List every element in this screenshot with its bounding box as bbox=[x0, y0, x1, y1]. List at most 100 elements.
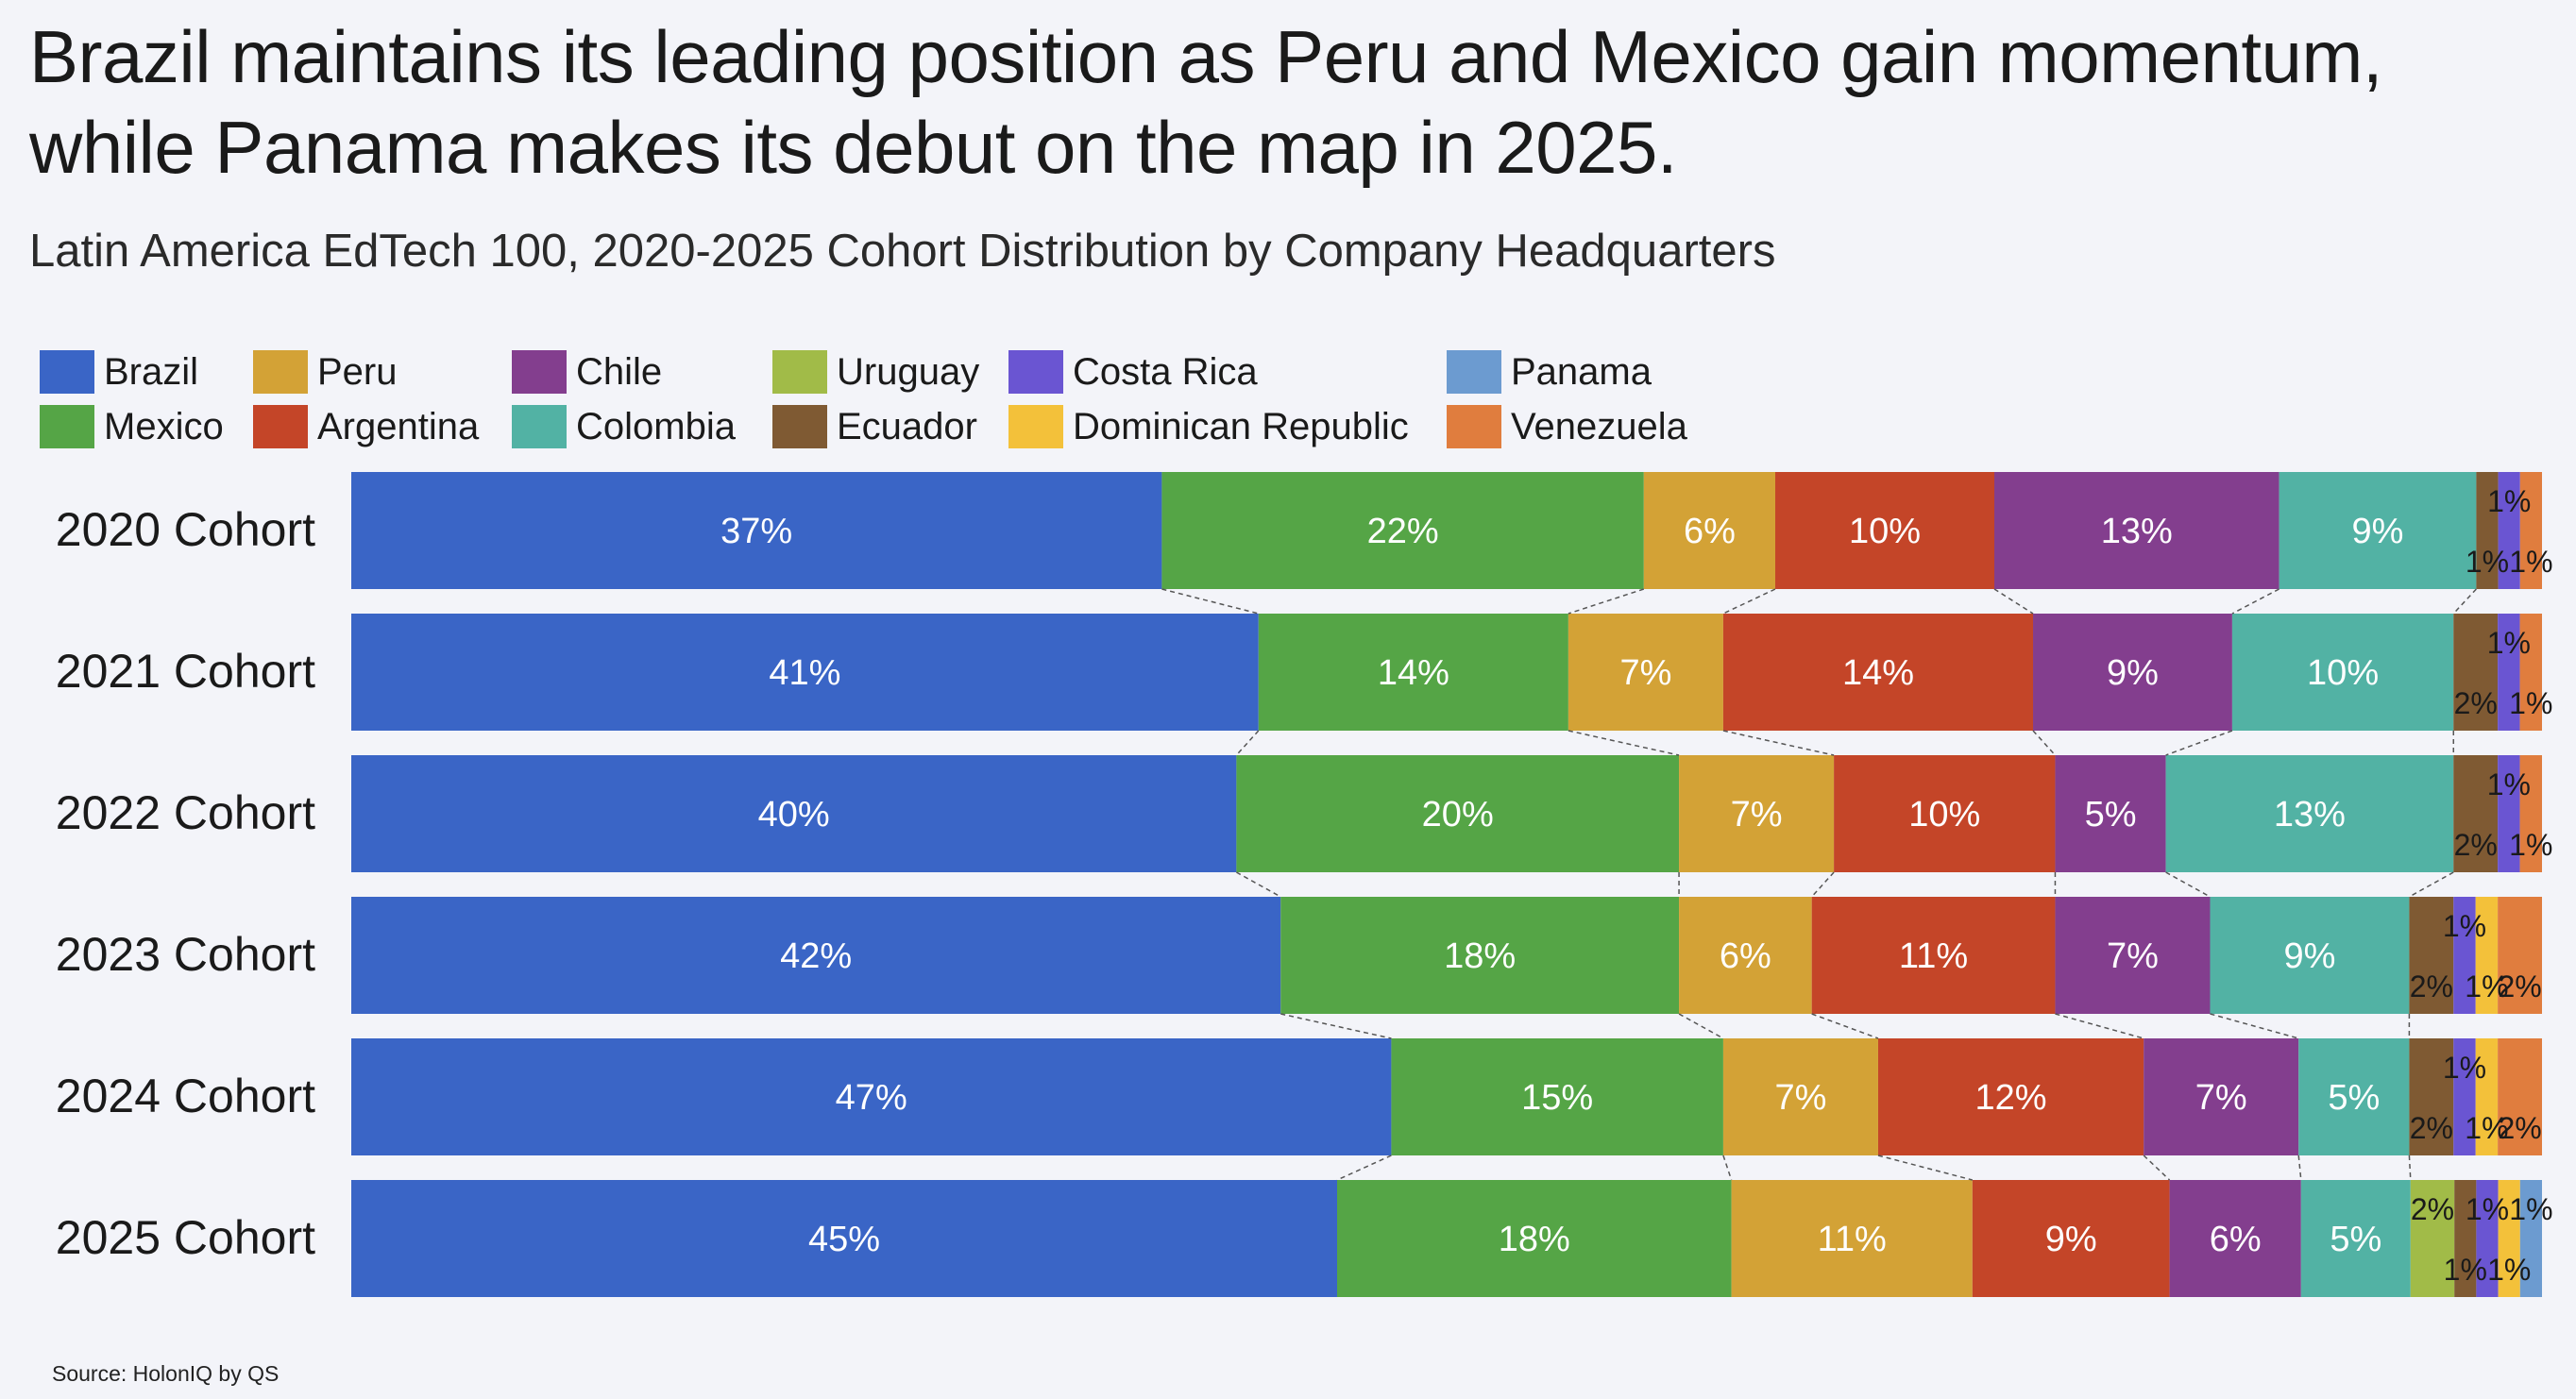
bar-segment-colombia-2024-cohort bbox=[2298, 1038, 2410, 1155]
legend-swatch-mexico bbox=[40, 405, 94, 448]
connector-colombia-2 bbox=[2409, 871, 2454, 898]
bar-segment-argentina-2022-cohort bbox=[1834, 755, 2056, 872]
legend: Brazil Mexico Peru Argentina Chile Colom… bbox=[40, 347, 1739, 461]
connector-peru-0 bbox=[1722, 588, 1776, 615]
bar-segment-chile-2021-cohort bbox=[2033, 614, 2232, 731]
legend-label-uruguay: Uruguay bbox=[837, 350, 980, 393]
connector-brazil-4 bbox=[1336, 1155, 1392, 1181]
category-label-2021-cohort: 2021 Cohort bbox=[56, 645, 315, 698]
data-label-mexico-2021-cohort: 14% bbox=[1378, 653, 1449, 693]
legend-swatch-panama bbox=[1447, 350, 1501, 394]
category-label-2022-cohort: 2022 Cohort bbox=[56, 786, 315, 839]
bar-segment-chile-2022-cohort bbox=[2055, 755, 2166, 872]
bar-segment-colombia-2021-cohort bbox=[2231, 614, 2454, 731]
bar-segment-ecuador-2025-cohort bbox=[2454, 1180, 2477, 1297]
legend-item-panama: Panama bbox=[1447, 347, 1652, 396]
bar-segment-ecuador-2022-cohort bbox=[2453, 755, 2499, 872]
data-label-argentina-2025-cohort: 9% bbox=[2045, 1220, 2097, 1259]
bar-segment-venezuela-2023-cohort bbox=[2498, 897, 2542, 1014]
data-label-uruguay-2025-cohort: 2% bbox=[2411, 1192, 2454, 1226]
legend-item-chile: Chile bbox=[512, 347, 662, 396]
connector-mexico-3 bbox=[1678, 1013, 1724, 1039]
bar-segment-argentina-2025-cohort bbox=[1972, 1180, 2170, 1297]
connector-peru-4 bbox=[1877, 1155, 1973, 1181]
connector-brazil-0 bbox=[1161, 588, 1259, 615]
category-label-2024-cohort: 2024 Cohort bbox=[56, 1070, 315, 1122]
bar-segment-chile-2024-cohort bbox=[2144, 1038, 2299, 1155]
bar-segment-costa-rica-2020-cohort bbox=[2498, 472, 2520, 589]
connector-brazil-3 bbox=[1280, 1013, 1392, 1039]
legend-swatch-venezuela bbox=[1447, 405, 1501, 448]
bar-segment-argentina-2021-cohort bbox=[1722, 614, 2034, 731]
legend-label-dominican-republic: Dominican Republic bbox=[1073, 405, 1409, 447]
legend-item-brazil: Brazil bbox=[40, 347, 198, 396]
category-label-2023-cohort: 2023 Cohort bbox=[56, 928, 315, 981]
legend-item-ecuador: Ecuador bbox=[772, 402, 977, 451]
source-note: Source: HolonIQ by QS bbox=[52, 1361, 280, 1386]
legend-swatch-argentina bbox=[253, 405, 308, 448]
bar-segment-venezuela-2022-cohort bbox=[2519, 755, 2542, 872]
bar-segment-costa-rica-2025-cohort bbox=[2476, 1180, 2499, 1297]
bar-segment-dominican-republic-2024-cohort bbox=[2475, 1038, 2499, 1155]
data-label-brazil-2023-cohort: 42% bbox=[780, 936, 852, 976]
legend-item-argentina: Argentina bbox=[253, 402, 479, 451]
data-label-venezuela-2023-cohort: 2% bbox=[2498, 969, 2541, 1003]
bar-segment-peru-2021-cohort bbox=[1568, 614, 1723, 731]
legend-label-panama: Panama bbox=[1511, 350, 1652, 393]
data-label-panama-2025-cohort: 1% bbox=[2509, 1192, 2552, 1226]
connector-chile-3 bbox=[2210, 1013, 2299, 1039]
data-label-argentina-2020-cohort: 10% bbox=[1849, 512, 1921, 551]
legend-item-dominican-republic: Dominican Republic bbox=[1008, 402, 1409, 451]
bar-segment-argentina-2020-cohort bbox=[1775, 472, 1994, 589]
data-label-colombia-2020-cohort: 9% bbox=[2352, 512, 2404, 551]
connector-colombia-4 bbox=[2408, 1155, 2412, 1181]
bar-segment-brazil-2021-cohort bbox=[351, 614, 1259, 731]
legend-swatch-colombia bbox=[512, 405, 567, 448]
bar-segment-costa-rica-2024-cohort bbox=[2453, 1038, 2476, 1155]
data-label-chile-2024-cohort: 7% bbox=[2195, 1078, 2247, 1118]
bar-segment-costa-rica-2023-cohort bbox=[2453, 897, 2476, 1014]
connector-argentina-1 bbox=[2032, 730, 2057, 756]
bar-segment-argentina-2023-cohort bbox=[1811, 897, 2056, 1014]
legend-label-venezuela: Venezuela bbox=[1511, 405, 1687, 447]
data-label-chile-2022-cohort: 5% bbox=[2085, 795, 2137, 834]
bar-segment-colombia-2020-cohort bbox=[2279, 472, 2477, 589]
bar-segment-peru-2025-cohort bbox=[1731, 1180, 1973, 1297]
bar-segment-brazil-2020-cohort bbox=[351, 472, 1162, 589]
connector-mexico-4 bbox=[1722, 1155, 1733, 1181]
data-label-chile-2021-cohort: 9% bbox=[2107, 653, 2159, 693]
data-label-brazil-2025-cohort: 45% bbox=[808, 1220, 880, 1259]
data-label-mexico-2025-cohort: 18% bbox=[1499, 1220, 1570, 1259]
connector-argentina-4 bbox=[2143, 1155, 2171, 1181]
data-label-brazil-2024-cohort: 47% bbox=[836, 1078, 907, 1118]
data-label-brazil-2022-cohort: 40% bbox=[758, 795, 830, 834]
legend-item-venezuela: Venezuela bbox=[1447, 402, 1687, 451]
data-label-dominican-republic-2025-cohort: 1% bbox=[2487, 1253, 2531, 1287]
legend-label-argentina: Argentina bbox=[317, 405, 480, 447]
bar-segment-costa-rica-2022-cohort bbox=[2498, 755, 2520, 872]
legend-label-chile: Chile bbox=[576, 350, 663, 393]
bar-segment-venezuela-2020-cohort bbox=[2519, 472, 2542, 589]
bar-segment-peru-2022-cohort bbox=[1679, 755, 1835, 872]
data-label-brazil-2021-cohort: 41% bbox=[769, 653, 840, 693]
data-label-peru-2025-cohort: 11% bbox=[1818, 1220, 1887, 1259]
bar-segment-ecuador-2023-cohort bbox=[2409, 897, 2454, 1014]
data-label-costa-rica-2024-cohort: 1% bbox=[2443, 1051, 2486, 1085]
data-label-ecuador-2023-cohort: 2% bbox=[2410, 969, 2453, 1003]
legend-label-mexico: Mexico bbox=[104, 405, 224, 447]
bar-segment-mexico-2025-cohort bbox=[1337, 1180, 1732, 1297]
bar-segment-colombia-2022-cohort bbox=[2165, 755, 2454, 872]
connector-brazil-2 bbox=[1236, 871, 1281, 898]
data-label-costa-rica-2025-cohort: 1% bbox=[2466, 1192, 2509, 1226]
connector-brazil-1 bbox=[1235, 730, 1260, 756]
legend-item-costa-rica: Costa Rica bbox=[1008, 347, 1258, 396]
data-label-argentina-2024-cohort: 12% bbox=[1975, 1078, 2047, 1118]
data-label-peru-2024-cohort: 7% bbox=[1774, 1078, 1826, 1118]
bar-segment-mexico-2022-cohort bbox=[1236, 755, 1680, 872]
bar-segment-chile-2020-cohort bbox=[1994, 472, 2279, 589]
bar-segment-chile-2023-cohort bbox=[2055, 897, 2211, 1014]
data-label-mexico-2022-cohort: 20% bbox=[1422, 795, 1494, 834]
connector-peru-3 bbox=[1811, 1013, 1879, 1039]
data-label-dominican-republic-2024-cohort: 1% bbox=[2465, 1111, 2508, 1145]
data-label-ecuador-2020-cohort: 1% bbox=[2466, 545, 2509, 579]
